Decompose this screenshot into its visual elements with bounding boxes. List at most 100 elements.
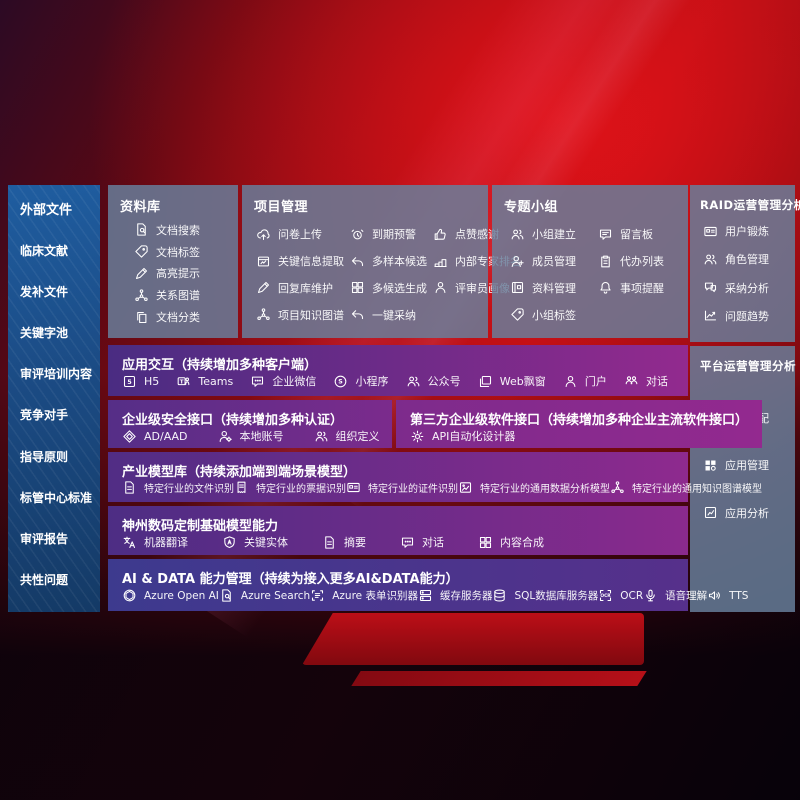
- doc-icon: [125, 481, 134, 494]
- project-management-title: 项目管理: [254, 200, 309, 215]
- feature-item-label: 特定行业的通用数据分析模型: [480, 484, 610, 495]
- background-red-shape: [302, 613, 644, 665]
- feature-item-label: 关键信息提取: [278, 255, 344, 269]
- feature-item: 到期预警: [350, 226, 427, 242]
- feature-item-label: 事项提醒: [620, 281, 664, 295]
- industry-model-items: 特定行业的文件识别 特定行业的票据识别 特定行业的证件识别 特定行业的通用数据分析模型…: [108, 480, 762, 502]
- svg-text:5: 5: [127, 379, 131, 386]
- shield-icon: [224, 535, 235, 548]
- feature-item: 资料管理: [510, 280, 592, 296]
- app-interaction-items: 5 H5 T Teams 企业微信 S 小程序 公众号 Web飘窗 门户 对话: [108, 373, 688, 396]
- openai-icon: [123, 589, 136, 602]
- feature-item: 点赞感谢: [433, 226, 521, 242]
- thirdparty-interface-title: 第三方企业级软件接口（持续增加多种企业主流软件接口）: [410, 413, 749, 428]
- feature-item-label: Azure 表单识别器: [332, 590, 418, 602]
- feature-item-label: 多样本候选: [372, 255, 427, 269]
- base-model-title: 神州数码定制基础模型能力: [122, 519, 279, 534]
- diamond-icon: [123, 429, 136, 443]
- feature-item: 成员管理: [510, 253, 592, 269]
- feature-item-label: 应用管理: [725, 459, 769, 472]
- top-panel-row: 资料库 文档搜索 文档标签 高亮提示 关系图谱 文档分类 项目管理 问卷上传关键信息提取…: [108, 185, 688, 338]
- feature-item-label: TTS: [729, 589, 749, 602]
- feature-item-label: 小组建立: [532, 228, 576, 242]
- feature-item-label: 特定行业的票据识别: [256, 484, 346, 495]
- doc-search-icon: [222, 589, 231, 602]
- feature-item-label: 问卷上传: [278, 228, 322, 242]
- feature-item: 机器翻译: [122, 534, 188, 550]
- feature-item-label: 留言板: [620, 228, 653, 242]
- people-icon: [704, 254, 717, 265]
- platform-analysis-title: 平台运营管理分析: [700, 359, 796, 373]
- feature-item: TTS: [707, 588, 748, 603]
- ai-data-title: AI & DATA 能力管理（持续为接入更多AI&DATA能力）: [122, 572, 459, 587]
- graph-icon: [257, 308, 270, 321]
- person-icon: [565, 375, 576, 387]
- feature-item-label: 一键采纳: [372, 308, 416, 322]
- album-icon: [511, 282, 524, 294]
- feature-item-label: SQL数据库服务器: [514, 590, 599, 602]
- feature-item-label: Azure Open AI: [144, 589, 219, 602]
- feature-item: 特定行业的文件识别: [122, 480, 234, 495]
- miniprogram-icon: S: [335, 375, 347, 387]
- feature-item: Azure Open AI: [122, 588, 219, 603]
- idcard-icon: [704, 226, 717, 236]
- clipboard-icon: [601, 255, 610, 267]
- chat-icon: [401, 537, 414, 548]
- feature-item: 留言板: [598, 226, 680, 242]
- feature-item: 摘要: [322, 534, 366, 550]
- svg-text:S: S: [339, 378, 344, 385]
- raid-analysis-items: 用户锻炼 角色管理 采纳分析 问题趋势: [690, 213, 795, 342]
- tag-icon: [135, 245, 148, 258]
- feature-item-label: 企业微信: [272, 375, 317, 388]
- apps-icon: [705, 460, 716, 471]
- feature-item: 小组标签: [510, 307, 592, 323]
- person-add-icon: [511, 255, 524, 267]
- server-icon: [419, 589, 431, 602]
- feature-item-label: 项目知识图谱: [278, 308, 344, 322]
- thirdparty-interface-panel: 第三方企业级软件接口（持续增加多种企业主流软件接口） API自动化设计器: [396, 400, 763, 448]
- feature-item-label: 内容合成: [500, 536, 544, 549]
- feature-item: 组织定义: [314, 428, 380, 444]
- feature-item: 本地账号: [218, 428, 284, 444]
- feature-item-label: 对话: [422, 536, 444, 549]
- security-interface-title: 企业级安全接口（持续增加多种认证）: [122, 413, 344, 428]
- teams-icon: T: [178, 376, 190, 385]
- feature-item: 特定行业的证件识别: [346, 480, 458, 495]
- sidebar-item: 标管中心标准: [20, 490, 93, 505]
- sidebar-item: 关键字池: [20, 326, 69, 341]
- feature-item-label: 到期预警: [372, 228, 416, 242]
- feature-item-label: 采纳分析: [725, 281, 769, 295]
- feature-item: 采纳分析: [703, 280, 795, 296]
- sidebar-item: 审评培训内容: [20, 367, 93, 382]
- sidebar-item: 指导原则: [20, 449, 69, 464]
- graph-icon: [135, 289, 148, 301]
- feature-item: 应用分析: [703, 505, 795, 521]
- feature-item: 一键采纳: [350, 307, 427, 323]
- chat-qa-icon: [704, 282, 717, 293]
- feature-item: 缓存服务器: [418, 588, 493, 603]
- library-panel: 资料库 文档搜索 文档标签 高亮提示 关系图谱 文档分类: [108, 185, 238, 338]
- feature-item: 回复库维护: [256, 280, 344, 296]
- feature-item-label: Teams: [198, 374, 234, 388]
- feature-item-label: 缓存服务器: [439, 590, 493, 602]
- external-files-panel: 外部文件 临床文献 发补文件 关键字池 审评培训内容 竞争对手 指导原则 标管中心标准 审评报…: [8, 185, 100, 612]
- people-icon: [407, 376, 419, 386]
- feature-item: 企业微信: [250, 373, 316, 389]
- feature-item: 公众号: [406, 373, 461, 389]
- cloud-upload-icon: [257, 229, 270, 240]
- translate-icon: [123, 536, 136, 548]
- topic-group-items: 小组建立 成员管理 资料管理 小组标签 留言板 代办列表 事项提醒: [492, 215, 688, 338]
- external-files-list: 临床文献 发补文件 关键字池 审评培训内容 竞争对手 指导原则 标管中心标准 审评报告 共性问题: [8, 218, 100, 612]
- feature-item-label: 成员管理: [532, 255, 576, 269]
- feature-item: 关键实体: [222, 534, 288, 550]
- sidebar-item: 发补文件: [20, 285, 69, 300]
- feature-item: 高亮提示: [134, 265, 238, 281]
- reply-icon: [351, 310, 364, 320]
- security-interface-panel: 企业级安全接口（持续增加多种认证） AD/AAD 本地账号 组织定义: [108, 400, 392, 448]
- feature-item: 特定行业的票据识别: [234, 480, 346, 495]
- feature-item: Web飘窗: [478, 373, 546, 389]
- feature-item-label: 关键实体: [244, 536, 288, 549]
- feature-item: 5 H5: [122, 374, 159, 389]
- sidebar-item: 竞争对手: [20, 408, 69, 423]
- feature-item: 小组建立: [510, 226, 592, 242]
